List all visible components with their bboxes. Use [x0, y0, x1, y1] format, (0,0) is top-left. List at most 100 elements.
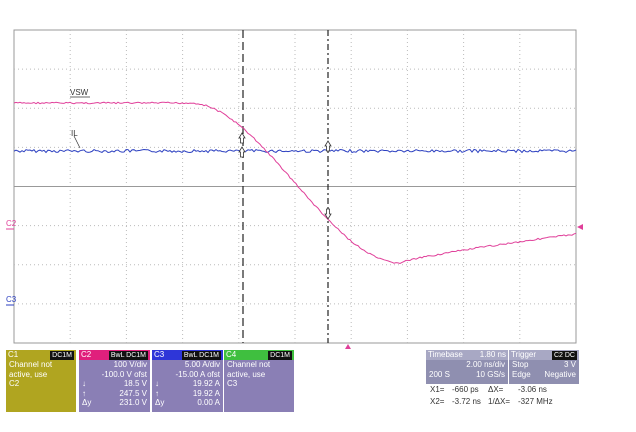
readout-text: ↓: [82, 379, 86, 388]
readout-text: C3: [227, 379, 238, 388]
panel-value: 1.80 ns: [479, 350, 506, 360]
panel-header: Timebase 1.80 ns: [426, 350, 508, 360]
readout-text: Channel not: [9, 360, 53, 369]
readout-row: Stop 3 V: [509, 360, 579, 370]
readout-text: 3 V: [563, 360, 576, 369]
readout-text: ↓: [155, 379, 159, 388]
waveform-display: VSW IL C2 C3: [6, 29, 583, 349]
vsw-waveform: [13, 101, 577, 265]
cursor-markers: [238, 132, 332, 220]
marker: [238, 146, 246, 158]
readout-text: Negative: [544, 369, 576, 379]
panel-body: Stop 3 V Edge Negative: [509, 360, 579, 379]
panel-body: Channel not active, use C2: [6, 360, 76, 389]
panel-header: C2 BwL DC1M: [79, 350, 150, 360]
readout-row: C3: [224, 379, 294, 389]
readout-text: C2: [9, 379, 20, 388]
readout-text: 0.00 A: [197, 398, 220, 407]
il-label: IL: [71, 129, 78, 138]
readout-text: 100 V/div: [113, 360, 147, 369]
channel-name: C4: [226, 350, 237, 360]
readout-row: active, use: [224, 370, 294, 380]
coupling: BwL DC1M: [181, 350, 221, 360]
cursor-text: X2=: [430, 397, 445, 406]
cursor-text: -3.06 ns: [518, 385, 547, 394]
c3-label: C3: [6, 295, 17, 304]
channel-panel: C4 DC1M Channel not active, use C3: [224, 350, 294, 412]
readout-text: 2.00 ns/div: [466, 360, 505, 369]
grid: [14, 30, 576, 343]
readout-row: Δy 231.0 V: [79, 398, 150, 408]
cursor-text: X1=: [430, 385, 445, 394]
cursor-text: -3.72 ns: [452, 397, 481, 406]
readout-row: active, use: [6, 370, 76, 380]
cursor-text: 1/ΔX=: [488, 397, 511, 406]
channel-panel: C3 BwL DC1M 5.00 A/div -15.00 A ofst ↓ 19.92 …: [152, 350, 223, 412]
panel-body: 100 V/div -100.0 V ofst ↓ 18.5 V ↑ 247.5 V Δy 2…: [79, 360, 150, 408]
c2-label: C2: [6, 219, 17, 228]
readout-text: -15.00 A ofst: [175, 369, 220, 379]
readout-row: ↑ 247.5 V: [79, 389, 150, 399]
coupling: BwL DC1M: [108, 350, 148, 360]
marker: [324, 208, 332, 220]
cursor-text: -327 MHz: [518, 397, 553, 406]
marker: [238, 132, 246, 144]
readout-text: Stop: [512, 360, 529, 369]
panel-header: Trigger C2 DC: [509, 350, 579, 360]
channel-panel: C1 DC1M Channel not active, use C2: [6, 350, 76, 412]
channel-panel: C2 BwL DC1M 100 V/div -100.0 V ofst ↓ 18.5 V ↑…: [79, 350, 150, 412]
readout-row: C2: [6, 379, 76, 389]
readout-row: -100.0 V ofst: [79, 370, 150, 380]
il-waveform: [13, 148, 577, 154]
readout-row: ↑ 19.92 A: [152, 389, 223, 399]
readout-text: Channel not: [227, 360, 271, 369]
readout-text: ↑: [155, 388, 159, 398]
readout-text: 247.5 V: [119, 388, 147, 398]
coupling: DC1M: [50, 350, 74, 360]
panel-header: C1 DC1M: [6, 350, 76, 360]
readout-row: Channel not: [224, 360, 294, 370]
readout-text: active, use: [227, 369, 266, 379]
panel-title: Timebase: [428, 350, 463, 360]
timebase-panel: Timebase 1.80 ns 2.00 ns/div 200 S 10 GS/s: [426, 350, 508, 384]
coupling: DC1M: [268, 350, 292, 360]
readout-row: -15.00 A ofst: [152, 370, 223, 380]
panel-body: Channel not active, use C3: [224, 360, 294, 389]
readout-text: 231.0 V: [119, 398, 147, 407]
vsw-label: VSW: [70, 88, 89, 97]
readout-row: ↓ 19.92 A: [152, 379, 223, 389]
label-leader: [73, 135, 81, 149]
readout-text: Δy: [82, 398, 92, 407]
cursor-text: -660 ps: [452, 385, 479, 394]
trigger-level: [577, 224, 583, 230]
readout-text: -100.0 V ofst: [101, 369, 147, 379]
readout-row: 200 S 10 GS/s: [426, 370, 508, 380]
readout-text: active, use: [9, 369, 48, 379]
readout-text: 200 S: [429, 369, 450, 379]
readout-text: ↑: [82, 388, 86, 398]
readout-text: 19.92 A: [192, 388, 220, 398]
readout-text: 10 GS/s: [476, 369, 505, 379]
cursor-text: ΔX=: [488, 385, 504, 394]
channel-name: C3: [154, 350, 165, 360]
channel-name: C2: [81, 350, 92, 360]
readout-row: Δy 0.00 A: [152, 398, 223, 408]
readout-row: 5.00 A/div: [152, 360, 223, 370]
readout-text: Edge: [512, 369, 531, 379]
readout-row: Edge Negative: [509, 370, 579, 380]
readout-row: 100 V/div: [79, 360, 150, 370]
panel-title: Trigger: [511, 350, 537, 360]
panel-header: C3 BwL DC1M: [152, 350, 223, 360]
marker: [324, 140, 332, 152]
trigger-panel: Trigger C2 DC Stop 3 V Edge Negative: [509, 350, 579, 384]
readout-text: 5.00 A/div: [184, 360, 220, 369]
panel-value: C2 DC: [551, 350, 577, 360]
readout-text: Δy: [155, 398, 165, 407]
panel-header: C4 DC1M: [224, 350, 294, 360]
readout-text: 18.5 V: [123, 379, 147, 388]
readout-row: ↓ 18.5 V: [79, 379, 150, 389]
readout-row: Channel not: [6, 360, 76, 370]
readout-row: 2.00 ns/div: [426, 360, 508, 370]
